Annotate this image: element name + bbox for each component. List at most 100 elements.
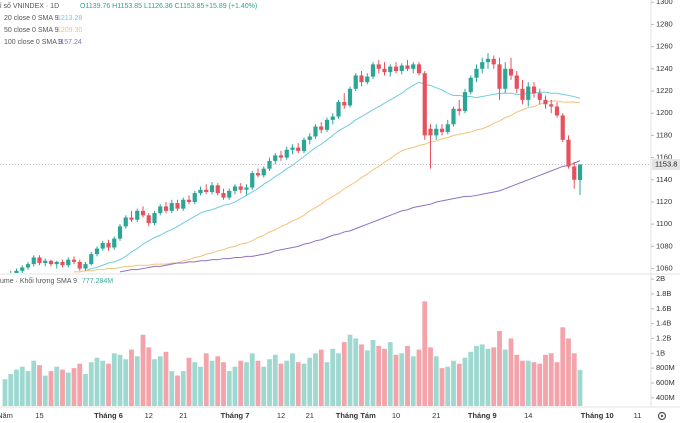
volume-bar	[117, 354, 123, 406]
volume-bar	[83, 374, 88, 406]
candle-body	[296, 147, 301, 151]
sma-line	[85, 81, 581, 272]
volume-bar	[2, 379, 8, 406]
candle-body	[31, 257, 36, 265]
sma-line	[119, 160, 581, 273]
volume-bar	[491, 347, 497, 406]
candle-body	[14, 270, 19, 273]
volume-bar	[543, 354, 548, 406]
candle-body	[255, 173, 261, 176]
volume-bar	[433, 356, 439, 406]
y-tick-label: 1200	[656, 108, 673, 117]
y-tick-label: 1100	[656, 219, 672, 228]
volume-tick-label: 1.2B	[656, 333, 671, 342]
candle-body	[117, 226, 123, 239]
volume-bar	[554, 362, 560, 406]
candle-body	[152, 213, 157, 224]
candle-body	[382, 68, 387, 73]
candle-body	[209, 185, 215, 192]
volume-bar	[353, 338, 359, 406]
candle-body	[520, 88, 525, 100]
x-tick-label: 10	[392, 411, 400, 420]
legend-value: 1213.28	[57, 15, 82, 22]
candle-body	[462, 92, 468, 111]
volume-bar	[577, 369, 583, 406]
candle-body	[399, 65, 404, 72]
volume-tick-label: 1.8B	[656, 289, 671, 298]
volume-bar	[520, 360, 525, 406]
volume-bar	[295, 362, 301, 406]
volume-bar	[313, 353, 318, 406]
settings-icon[interactable]	[657, 411, 667, 421]
candle-body	[474, 68, 479, 78]
volume-bar	[71, 368, 77, 406]
candle-body	[497, 64, 502, 89]
volume-bar	[232, 366, 238, 406]
candle-body	[106, 243, 111, 248]
volume-bar	[451, 360, 456, 406]
volume-bar	[42, 375, 48, 406]
volume-value: 777.284M	[82, 278, 113, 285]
y-tick-label: 1300	[656, 0, 673, 6]
x-tick-label: Tháng 6	[94, 411, 123, 420]
y-tick-label: 1240	[656, 64, 673, 73]
volume-bar	[307, 357, 313, 406]
volume-bar	[474, 345, 479, 406]
candle-body	[422, 73, 427, 136]
candle-body	[324, 119, 330, 130]
volume-bar	[525, 360, 531, 406]
candle-body	[480, 62, 485, 69]
x-tick-label: 11	[634, 411, 642, 420]
y-tick-label: 1060	[656, 264, 673, 273]
volume-bar	[249, 353, 255, 406]
volume-bar	[244, 362, 249, 406]
volume-bar	[462, 357, 468, 406]
volume-bar	[31, 360, 37, 406]
volume-bar	[336, 353, 341, 406]
volume-bar	[566, 338, 571, 406]
volume-bar	[198, 366, 203, 406]
last-price-tag	[652, 158, 680, 170]
candle-body	[129, 217, 134, 220]
volume-bar	[502, 349, 508, 406]
volume-bar	[221, 362, 226, 406]
volume-bar	[65, 372, 71, 406]
volume-bar	[106, 363, 111, 406]
candle-body	[123, 217, 128, 227]
legend-entry: 50 close 0 SMA 9	[4, 27, 59, 34]
candle-body	[37, 257, 42, 264]
volume-bar	[456, 363, 462, 406]
candle-body	[359, 75, 364, 83]
candle-body	[232, 186, 238, 191]
gear[interactable]	[657, 411, 667, 421]
candle-body	[353, 75, 358, 89]
volume-bar	[479, 344, 485, 406]
candle-body	[112, 238, 117, 248]
candle-body	[54, 261, 59, 265]
candle-body	[485, 58, 491, 63]
candle-body	[566, 139, 571, 167]
x-tick-label: Tháng Tám	[336, 411, 376, 420]
volume-bar	[123, 359, 129, 406]
volume-bar	[100, 360, 106, 406]
candle-body	[290, 147, 295, 150]
volume-bar	[393, 354, 399, 406]
gear-center[interactable]	[660, 414, 664, 418]
y-tick-label: 1120	[656, 197, 672, 206]
volume-tick-label: 2B	[656, 274, 665, 283]
x-tick-label: 21	[432, 411, 440, 420]
volume-bar	[290, 353, 295, 406]
candle-body	[181, 199, 186, 209]
candle-body	[20, 267, 25, 271]
volume-bar	[111, 353, 117, 406]
candle-body	[221, 193, 226, 198]
volume-bar	[180, 371, 186, 406]
volume-bar	[14, 369, 19, 406]
volume-bar	[261, 366, 267, 406]
volume-bar	[422, 301, 428, 406]
candle-body	[457, 108, 462, 111]
candle-body	[491, 58, 496, 65]
candle-body	[284, 149, 289, 158]
x-tick-label: Tháng 10	[581, 411, 614, 420]
candle-body	[60, 261, 65, 266]
